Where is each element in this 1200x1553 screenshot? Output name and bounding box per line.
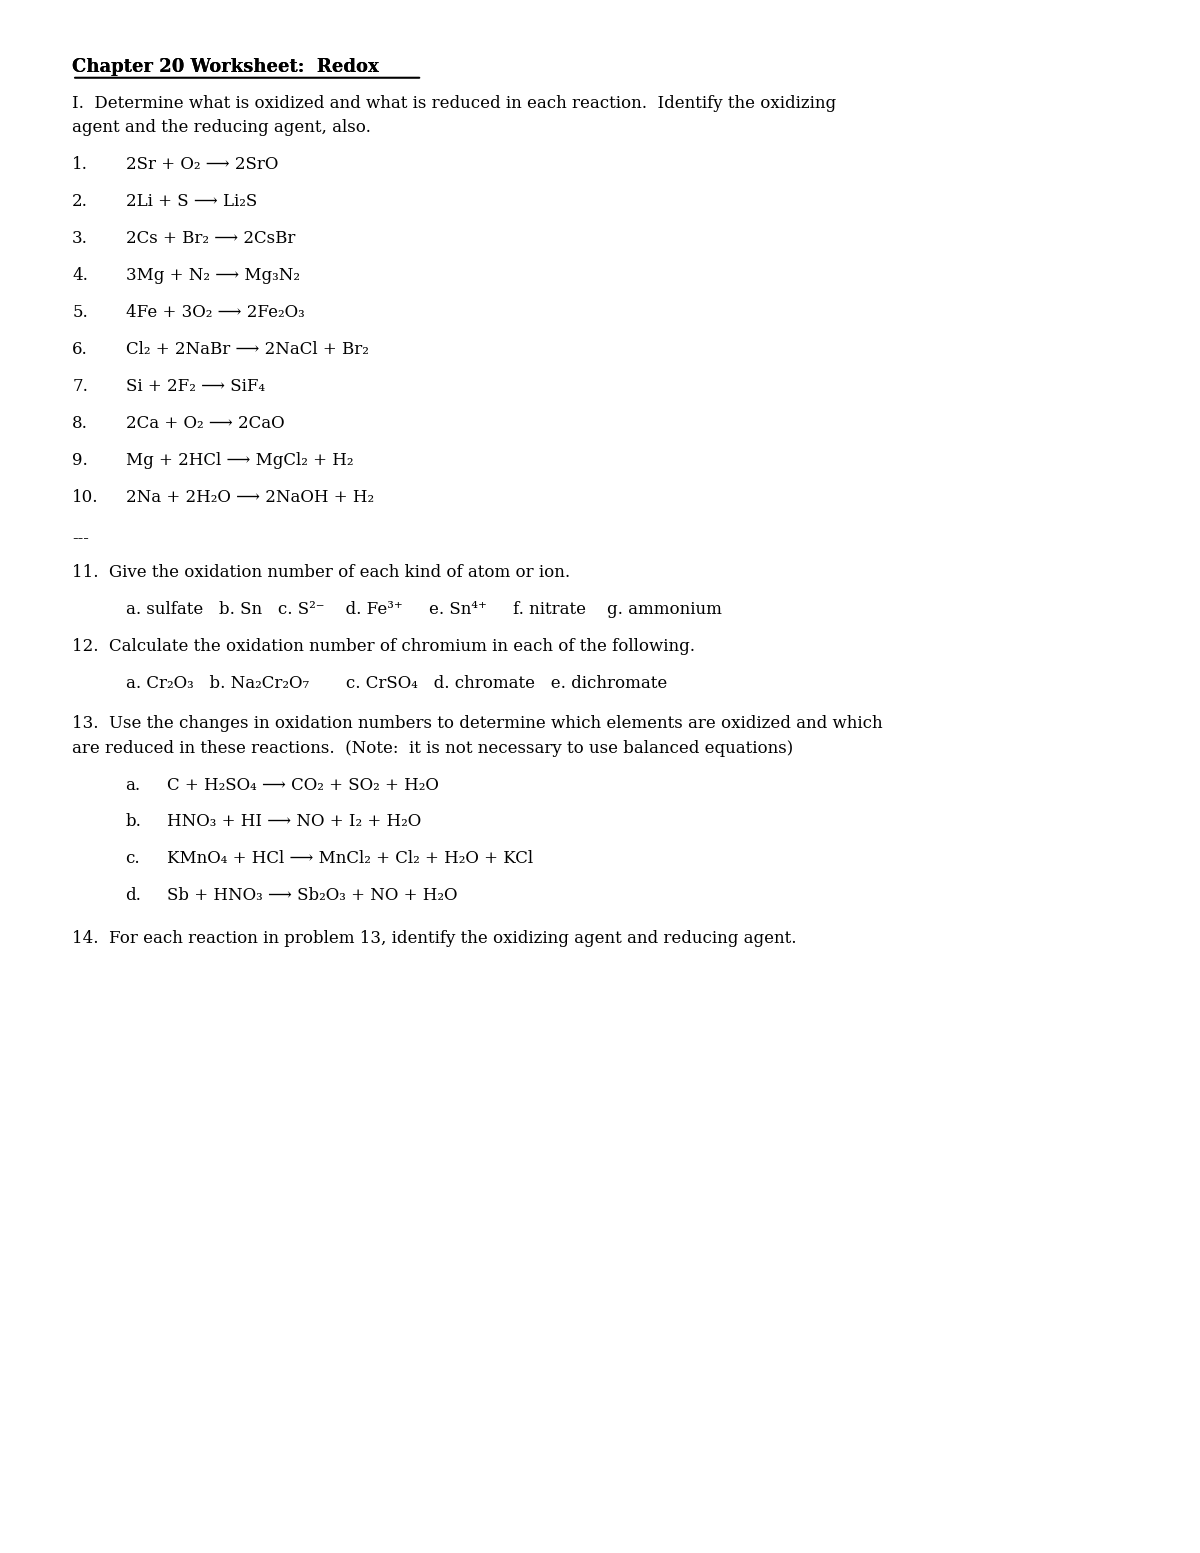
Text: 10.: 10. (72, 489, 98, 506)
Text: Chapter 20 Worksheet:  Redox: Chapter 20 Worksheet: Redox (72, 57, 379, 76)
Text: 9.: 9. (72, 452, 88, 469)
Text: are reduced in these reactions.  (Note:  it is not necessary to use balanced equ: are reduced in these reactions. (Note: i… (72, 739, 793, 756)
Text: d.: d. (126, 887, 142, 904)
Text: 2Ca + O₂ ⟶ 2CaO: 2Ca + O₂ ⟶ 2CaO (126, 415, 284, 432)
Text: 3.: 3. (72, 230, 88, 247)
Text: 8.: 8. (72, 415, 88, 432)
Text: agent and the reducing agent, also.: agent and the reducing agent, also. (72, 120, 371, 137)
Text: a.: a. (126, 776, 140, 794)
Text: 13.  Use the changes in oxidation numbers to determine which elements are oxidiz: 13. Use the changes in oxidation numbers… (72, 714, 883, 731)
Text: Mg + 2HCl ⟶ MgCl₂ + H₂: Mg + 2HCl ⟶ MgCl₂ + H₂ (126, 452, 353, 469)
Text: a. sulfate   b. Sn   c. S²⁻    d. Fe³⁺     e. Sn⁴⁺     f. nitrate    g. ammonium: a. sulfate b. Sn c. S²⁻ d. Fe³⁺ e. Sn⁴⁺ … (126, 601, 721, 618)
Text: 11.  Give the oxidation number of each kind of atom or ion.: 11. Give the oxidation number of each ki… (72, 564, 570, 581)
Text: 7.: 7. (72, 377, 88, 394)
Text: Chapter 20 Worksheet:  Redox: Chapter 20 Worksheet: Redox (72, 57, 379, 76)
Text: Sb + HNO₃ ⟶ Sb₂O₃ + NO + H₂O: Sb + HNO₃ ⟶ Sb₂O₃ + NO + H₂O (167, 887, 457, 904)
Text: a. Cr₂O₃   b. Na₂Cr₂O₇       c. CrSO₄   d. chromate   e. dichromate: a. Cr₂O₃ b. Na₂Cr₂O₇ c. CrSO₄ d. chromat… (126, 676, 667, 693)
Text: 2Li + S ⟶ Li₂S: 2Li + S ⟶ Li₂S (126, 193, 257, 210)
Text: 12.  Calculate the oxidation number of chromium in each of the following.: 12. Calculate the oxidation number of ch… (72, 638, 695, 655)
Text: 2Na + 2H₂O ⟶ 2NaOH + H₂: 2Na + 2H₂O ⟶ 2NaOH + H₂ (126, 489, 373, 506)
Text: 4.: 4. (72, 267, 88, 284)
Text: 2Cs + Br₂ ⟶ 2CsBr: 2Cs + Br₂ ⟶ 2CsBr (126, 230, 295, 247)
Text: 4Fe + 3O₂ ⟶ 2Fe₂O₃: 4Fe + 3O₂ ⟶ 2Fe₂O₃ (126, 304, 305, 321)
Text: Cl₂ + 2NaBr ⟶ 2NaCl + Br₂: Cl₂ + 2NaBr ⟶ 2NaCl + Br₂ (126, 342, 368, 357)
Text: c.: c. (126, 851, 140, 868)
Text: 6.: 6. (72, 342, 88, 357)
Text: Si + 2F₂ ⟶ SiF₄: Si + 2F₂ ⟶ SiF₄ (126, 377, 265, 394)
Text: 2.: 2. (72, 193, 88, 210)
Text: ---: --- (72, 530, 89, 547)
Text: I.  Determine what is oxidized and what is reduced in each reaction.  Identify t: I. Determine what is oxidized and what i… (72, 95, 836, 112)
Text: 14.  For each reaction in problem 13, identify the oxidizing agent and reducing : 14. For each reaction in problem 13, ide… (72, 930, 797, 947)
Text: KMnO₄ + HCl ⟶ MnCl₂ + Cl₂ + H₂O + KCl: KMnO₄ + HCl ⟶ MnCl₂ + Cl₂ + H₂O + KCl (167, 851, 533, 868)
Text: 2Sr + O₂ ⟶ 2SrO: 2Sr + O₂ ⟶ 2SrO (126, 157, 278, 174)
Text: HNO₃ + HI ⟶ NO + I₂ + H₂O: HNO₃ + HI ⟶ NO + I₂ + H₂O (167, 814, 421, 831)
Text: b.: b. (126, 814, 142, 831)
Text: C + H₂SO₄ ⟶ CO₂ + SO₂ + H₂O: C + H₂SO₄ ⟶ CO₂ + SO₂ + H₂O (167, 776, 439, 794)
Text: 1.: 1. (72, 157, 88, 174)
Text: 5.: 5. (72, 304, 88, 321)
Text: 3Mg + N₂ ⟶ Mg₃N₂: 3Mg + N₂ ⟶ Mg₃N₂ (126, 267, 300, 284)
